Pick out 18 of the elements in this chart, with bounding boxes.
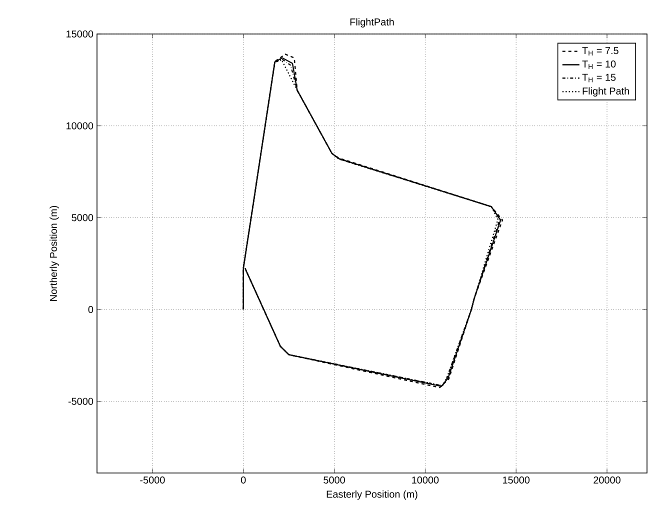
legend-label: T$_{H}$ = 7.5 — [582, 47, 618, 56]
x-axis-title: Easterly Position (m) — [326, 490, 418, 500]
x-tick-label: -5000 — [140, 476, 165, 484]
y-tick-label: 10000 — [66, 122, 94, 130]
chart-title: FlightPath — [350, 18, 394, 28]
y-tick-label: 5000 — [72, 214, 94, 222]
x-tick-label: 15000 — [503, 476, 530, 484]
y-axis-title: Northerly Position (m) — [50, 206, 59, 301]
y-tick-label: 0 — [88, 306, 94, 314]
y-tick-label: -5000 — [68, 398, 94, 405]
x-tick-label: 0 — [240, 476, 246, 484]
legend-label: T$_{H}$ = 15 — [582, 74, 616, 82]
x-tick-label: 20000 — [594, 476, 620, 484]
legend-label: T$_{H}$ = 10 — [582, 60, 616, 69]
x-tick-label: 5000 — [324, 476, 345, 484]
x-tick-label: 10000 — [412, 476, 439, 484]
y-tick-label: 15000 — [66, 30, 94, 38]
legend-label: Flight Path — [582, 87, 629, 97]
